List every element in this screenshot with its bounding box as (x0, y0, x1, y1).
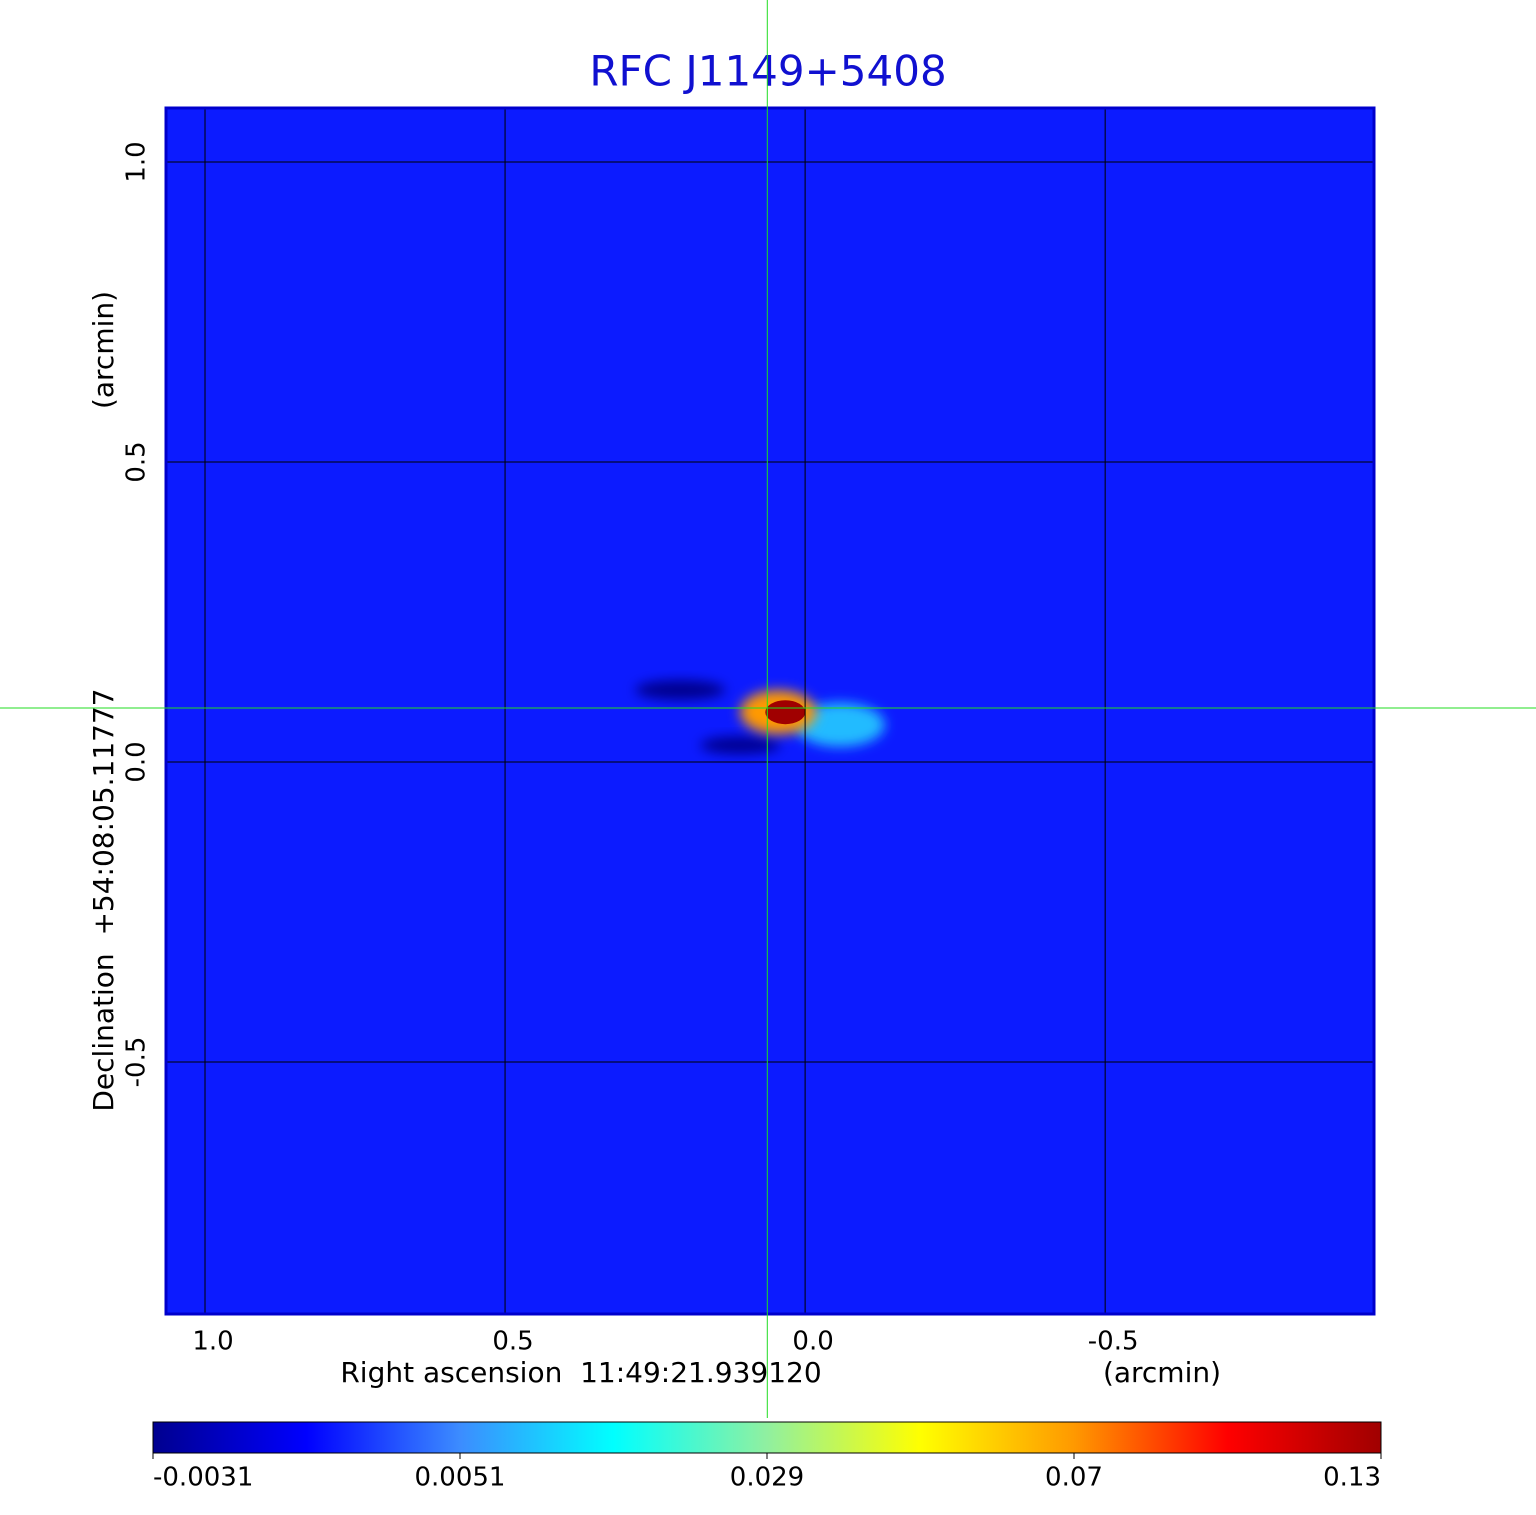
y-tick-label: 0.0 (122, 741, 152, 782)
y-tick-label: -0.5 (122, 1037, 152, 1088)
source (635, 680, 726, 700)
chart-title: RFC J1149+5408 (589, 47, 946, 96)
source (794, 702, 885, 747)
colorbar (152, 1421, 1382, 1454)
source (700, 736, 781, 755)
x-tick-label: 1.0 (192, 1327, 233, 1357)
x-tick-label: -0.5 (1088, 1327, 1139, 1357)
y-tick-label: 1.0 (122, 141, 152, 182)
y-tick-label: 0.5 (122, 441, 152, 482)
x-axis-unit: (arcmin) (1103, 1356, 1221, 1389)
source (765, 700, 806, 725)
colorbar-tick-label: -0.0031 (153, 1463, 253, 1493)
y-axis-unit: (arcmin) (87, 291, 120, 409)
colorbar-tick-label: 0.0051 (415, 1463, 506, 1493)
colorbar-tick-label: 0.13 (1323, 1463, 1381, 1493)
colorbar-tick-label: 0.029 (730, 1463, 804, 1493)
y-axis-label: Declination +54:08:05.11777 (87, 688, 120, 1111)
x-tick-label: 0.0 (792, 1327, 833, 1357)
x-axis-label: Right ascension 11:49:21.939120 (340, 1356, 821, 1389)
plot-border (164, 106, 1376, 1316)
colorbar-tick-label: 0.07 (1045, 1463, 1103, 1493)
x-tick-label: 0.5 (492, 1327, 533, 1357)
